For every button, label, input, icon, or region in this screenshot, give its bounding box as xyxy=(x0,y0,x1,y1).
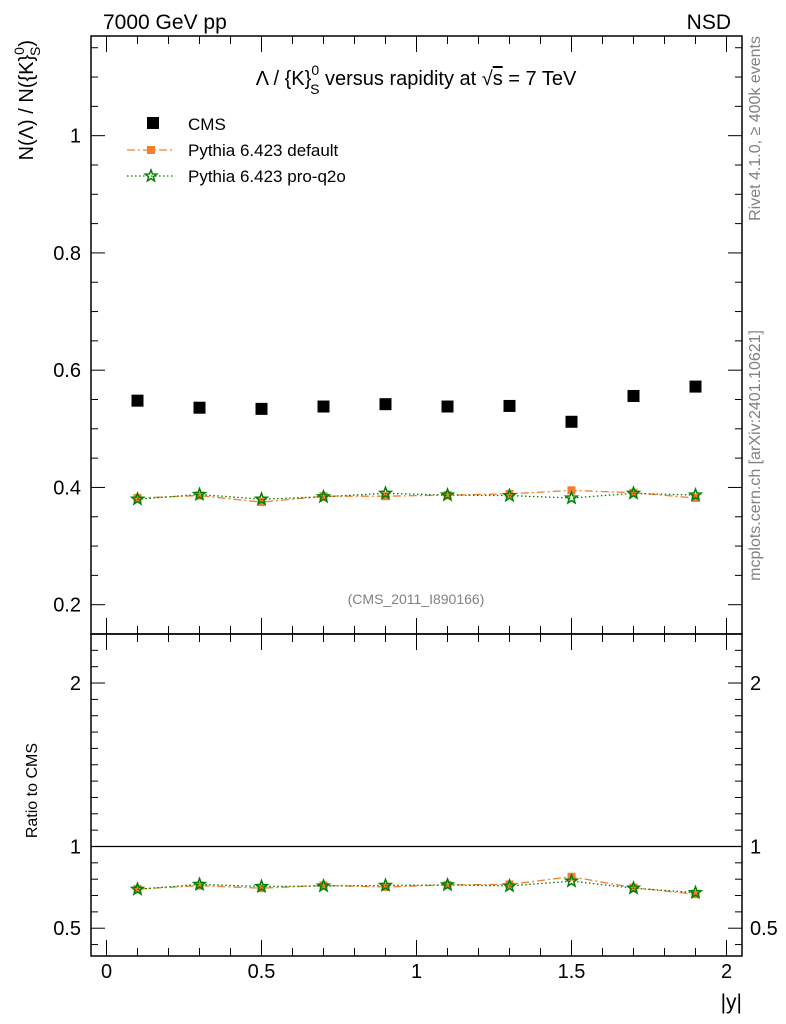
ratio-pythia-pro-q2o-point xyxy=(501,877,518,893)
ratio-pythia-default-point xyxy=(443,880,452,889)
ratio-y-tick-label: 2 xyxy=(70,673,81,695)
ratio-y-tick-label: 1 xyxy=(70,836,81,858)
main-y-axis-label: N(Λ) / N({K}0S) xyxy=(11,40,43,160)
cms-data-point xyxy=(627,389,640,402)
ratio-y-tick-label-right: 0.5 xyxy=(750,918,778,940)
ratio-y-tick-label: 0.5 xyxy=(53,918,81,940)
legend-label-cms: CMS xyxy=(188,115,226,134)
pythia-default-point xyxy=(133,493,142,502)
header-process: NSD xyxy=(687,11,731,34)
ratio-series-line-pythia-6-423-default xyxy=(137,876,696,895)
ratio-y-tick-label-right: 2 xyxy=(750,673,761,695)
pythia-default-point xyxy=(195,491,204,500)
mcplots-reference-label: mcplots.cern.ch [arXiv:2401.10621] xyxy=(747,330,764,581)
main-y-tick-label: 0.6 xyxy=(53,360,81,382)
x-tick-label: 1.5 xyxy=(558,961,586,983)
ratio-pythia-default-point xyxy=(505,880,514,889)
x-tick-label: 0 xyxy=(101,961,112,983)
cms-data-point xyxy=(131,394,144,407)
ratio-pythia-pro-q2o-point xyxy=(377,877,394,892)
cms-data-point xyxy=(441,400,454,413)
ratio-pythia-pro-q2o-point xyxy=(439,876,456,892)
main-y-tick-label: 1 xyxy=(70,126,81,148)
cms-data-point xyxy=(503,399,516,412)
ratio-series-layer xyxy=(129,872,704,900)
main-series-layer xyxy=(129,380,704,507)
cms-data-point xyxy=(379,398,392,411)
legend-marker-pythia-pro-q2o xyxy=(143,167,159,183)
pythia-pro-q2o-point xyxy=(191,486,208,502)
main-y-tick-label: 0.8 xyxy=(53,243,81,265)
pythia-pro-q2o-point xyxy=(377,485,394,500)
pythia-pro-q2o-point xyxy=(129,491,146,506)
pythia-pro-q2o-point xyxy=(563,489,580,505)
pythia-pro-q2o-point xyxy=(253,491,270,506)
pythia-pro-q2o-point xyxy=(439,486,456,502)
ratio-y-tick-label-right: 1 xyxy=(750,836,761,858)
pythia-pro-q2o-point xyxy=(315,488,332,504)
pythia-default-point xyxy=(505,489,514,498)
x-tick-label: 0.5 xyxy=(248,961,276,983)
ratio-pythia-pro-q2o-point xyxy=(129,881,146,896)
pythia-pro-q2o-point xyxy=(501,487,518,503)
ratio-panel-frame xyxy=(90,633,743,957)
pythia-default-point xyxy=(443,491,452,500)
pythia-pro-q2o-point xyxy=(687,486,704,502)
ratio-pythia-pro-q2o-point xyxy=(563,872,580,888)
header-energy: 7000 GeV pp xyxy=(103,11,227,34)
ratio-pythia-default-point xyxy=(195,881,204,890)
chart-title: Λ / {K}0 S versus rapidity at √s = 7 TeV xyxy=(256,62,577,97)
cms-data-point xyxy=(317,400,330,413)
ratio-pythia-pro-q2o-point xyxy=(253,878,270,894)
ratio-pythia-pro-q2o-point xyxy=(625,880,642,895)
pythia-pro-q2o-point xyxy=(625,485,642,500)
legend-label-pythia-default: Pythia 6.423 default xyxy=(188,141,339,160)
ratio-series-line-pythia-6-423-pro-q2o xyxy=(137,880,696,894)
cms-data-point xyxy=(193,401,206,414)
cms-data-point xyxy=(255,402,268,415)
legend-marker-pythia-default xyxy=(147,146,155,154)
main-y-tick-label: 0.4 xyxy=(53,477,81,499)
cms-data-point xyxy=(689,380,702,393)
x-tick-label: 1 xyxy=(411,961,422,983)
analysis-id-label: (CMS_2011_I890166) xyxy=(348,591,485,607)
legend: CMS Pythia 6.423 default Pythia 6.423 pr… xyxy=(127,115,346,186)
cms-data-point xyxy=(565,415,578,428)
ratio-pythia-pro-q2o-point xyxy=(315,877,332,893)
legend-label-pythia-pro-q2o: Pythia 6.423 pro-q2o xyxy=(188,167,346,186)
pythia-default-point xyxy=(319,492,328,501)
main-y-tick-label: 0.2 xyxy=(53,595,81,617)
main-axis-ticks: 0.2 0.4 0.6 0.8 1 xyxy=(53,47,742,635)
ratio-pythia-pro-q2o-point xyxy=(687,884,704,900)
ratio-axis-ticks: 0.5 0.5 1 1 2 2 xyxy=(53,649,778,946)
ratio-pythia-default-point xyxy=(319,881,328,890)
x-tick-label: 2 xyxy=(721,961,732,983)
legend-marker-cms xyxy=(147,117,159,129)
ratio-pythia-pro-q2o-point xyxy=(191,876,208,891)
ratio-y-axis-label: Ratio to CMS xyxy=(24,743,41,838)
rivet-version-label: Rivet 4.1.0, ≥ 400k events xyxy=(747,36,764,221)
main-series-line-pythia-6-423-pro-q2o xyxy=(137,492,696,500)
x-axis-label: |y| xyxy=(721,991,742,1014)
x-axis-ticks: 0 0.5 1 1.5 2 xyxy=(101,36,732,983)
main-series-line-pythia-6-423-default xyxy=(137,489,696,503)
